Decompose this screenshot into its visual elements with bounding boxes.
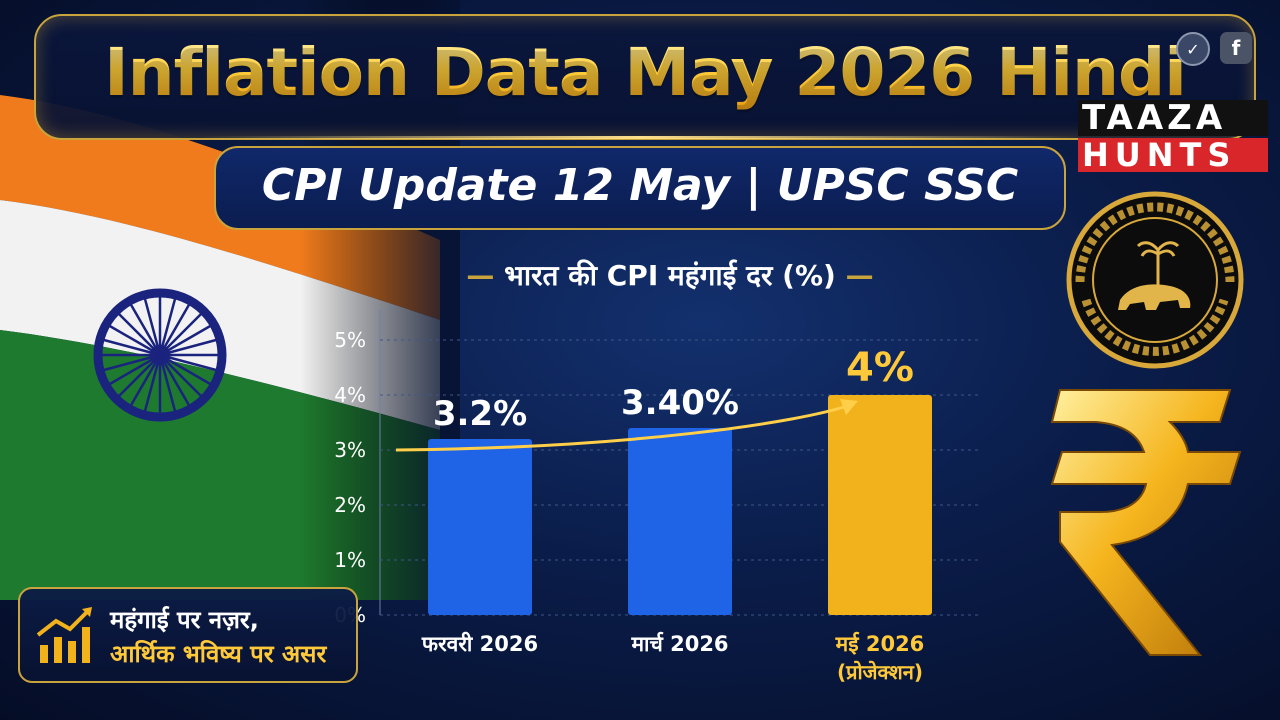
brand-logo-top: TAAZA	[1078, 100, 1268, 136]
title-banner: Inflation Data May 2026 Hindi	[34, 14, 1256, 140]
data-label: 3.2%	[433, 394, 527, 434]
chart-title-text: भारत की CPI महंगाई दर (%)	[504, 259, 836, 292]
trend-arrow	[395, 403, 851, 452]
facebook-icon[interactable]: f	[1220, 32, 1252, 64]
verified-icon[interactable]: ✓	[1176, 32, 1210, 66]
page-title: Inflation Data May 2026 Hindi	[36, 34, 1254, 111]
rupee-icon	[1050, 389, 1242, 656]
y-tick-label: 2%	[334, 493, 366, 517]
data-label: 4%	[846, 345, 914, 391]
callout-box: महंगाई पर नज़र, आर्थिक भविष्य पर असर	[18, 587, 358, 683]
callout-line-2: आर्थिक भविष्य पर असर	[110, 640, 327, 668]
category-sublabel: (प्रोजेक्शन)	[837, 660, 923, 684]
cpi-bar-chart: 0%1%2%3%4%5% 3.2%3.40%4% फरवरी 2026मार्च…	[334, 310, 980, 684]
bar	[428, 439, 532, 615]
y-tick-label: 1%	[334, 548, 366, 572]
category-label: मार्च 2026	[630, 631, 728, 656]
brand-logo-bottom: HUNTS	[1078, 138, 1268, 172]
category-label: फरवरी 2026	[421, 631, 538, 656]
y-tick-label: 5%	[334, 328, 366, 352]
callout-line-1: महंगाई पर नज़र,	[110, 606, 259, 634]
bar	[828, 395, 932, 615]
rbi-seal-icon	[1066, 191, 1244, 369]
chart-title: — भारत की CPI महंगाई दर (%) —	[466, 259, 874, 292]
bar	[628, 428, 732, 615]
divider-glow	[200, 136, 1080, 139]
y-tick-label: 3%	[334, 438, 366, 462]
data-label: 3.40%	[621, 383, 739, 423]
subtitle-banner: CPI Update 12 May | UPSC SSC	[214, 146, 1066, 230]
category-label: मई 2026	[835, 631, 925, 656]
brand-logo: TAAZA HUNTS	[1078, 100, 1268, 172]
page-subtitle: CPI Update 12 May | UPSC SSC	[261, 160, 1019, 211]
trend-arrow-head	[840, 399, 858, 415]
rising-chart-icon	[36, 607, 92, 663]
y-tick-label: 4%	[334, 383, 366, 407]
